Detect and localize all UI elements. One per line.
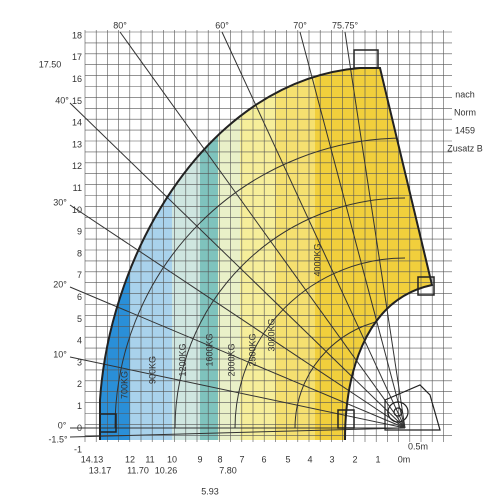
load-label: 2500KG [247, 333, 257, 366]
note: Zusatz B [447, 143, 483, 153]
y-label: 0 [77, 423, 82, 433]
y-label: 1 [77, 401, 82, 411]
top-angle: 80° [113, 20, 127, 30]
y-label: 16 [72, 74, 82, 84]
x-label: 14.13 [81, 454, 104, 464]
y-label: -1 [74, 445, 82, 455]
angle-line [344, 31, 406, 429]
grid [84, 30, 452, 442]
y-label: 5 [77, 314, 82, 324]
left-label: 30° [53, 197, 67, 207]
y-label: 12 [72, 161, 82, 171]
cage-right [417, 276, 435, 296]
left-label: 17.50 [39, 59, 62, 69]
angle-line [69, 356, 406, 429]
x-label: 5.93 [201, 486, 219, 496]
x-label: 7.80 [219, 465, 237, 475]
scale-label: 0.5m [408, 441, 428, 451]
x-label: 7 [239, 454, 244, 464]
x-label: 4 [307, 454, 312, 464]
x-label: 2 [352, 454, 357, 464]
left-label: -1.5° [48, 434, 68, 444]
load-label: 1600KG [204, 333, 214, 366]
y-label: 17 [72, 52, 82, 62]
load-label: 1200KG [177, 343, 187, 376]
cage-bottom [337, 409, 355, 429]
y-label: 14 [72, 118, 82, 128]
x-label: 5 [285, 454, 290, 464]
x-label: 6 [261, 454, 266, 464]
y-label: 18 [72, 30, 82, 40]
angle-line [69, 102, 406, 429]
x-label: 13.17 [89, 465, 112, 475]
top-angle: 60° [215, 20, 229, 30]
y-label: 2 [77, 379, 82, 389]
cage-left [99, 413, 117, 433]
y-label: 15 [72, 96, 82, 106]
angle-line [69, 427, 406, 438]
y-label: 6 [77, 292, 82, 302]
y-label: 4 [77, 336, 82, 346]
load-label: 700KG [119, 371, 129, 399]
top-angle: 75.75° [332, 20, 359, 30]
zone [130, 68, 172, 440]
left-label: 20° [53, 279, 67, 289]
note: 1459 [455, 125, 475, 135]
angle-line [69, 286, 406, 429]
y-label: 11 [73, 183, 82, 193]
angle-line [119, 31, 406, 429]
envelope [99, 67, 434, 441]
y-label: 7 [77, 270, 82, 280]
load-label: 4000KG [312, 243, 322, 276]
top-angle: 70° [293, 20, 307, 30]
note: nach [455, 89, 475, 99]
angle-line [221, 31, 406, 429]
y-label: 8 [77, 248, 82, 258]
y-label: 3 [77, 357, 82, 367]
x-label: 12 [125, 454, 135, 464]
x-label: 10 [167, 454, 177, 464]
y-label: 10 [72, 205, 82, 215]
y-label: 13 [72, 139, 82, 149]
x-label: 0m [398, 454, 411, 464]
left-label: 10° [53, 349, 67, 359]
left-label: 40° [55, 95, 69, 105]
note: Norm [454, 107, 476, 117]
x-label: 9 [197, 454, 202, 464]
y-label: 9 [77, 227, 82, 237]
boom-arc [174, 197, 406, 429]
left-label: 0° [58, 420, 67, 430]
zone [200, 68, 218, 440]
load-label: 900KG [147, 356, 157, 384]
boom-arc [234, 257, 406, 429]
x-label: 11.70 [127, 465, 149, 475]
boom-arc [114, 137, 406, 429]
x-label: 8 [217, 454, 222, 464]
x-label: 3 [329, 454, 334, 464]
machine [384, 384, 441, 431]
cage-top [353, 49, 379, 69]
x-label: 10.26 [155, 465, 178, 475]
zone [218, 68, 240, 440]
x-label: 1 [375, 454, 380, 464]
load-label: 2000KG [226, 343, 236, 376]
angle-line [299, 31, 406, 429]
x-label: 11 [145, 454, 154, 464]
load-label: 3000KG [266, 318, 276, 351]
